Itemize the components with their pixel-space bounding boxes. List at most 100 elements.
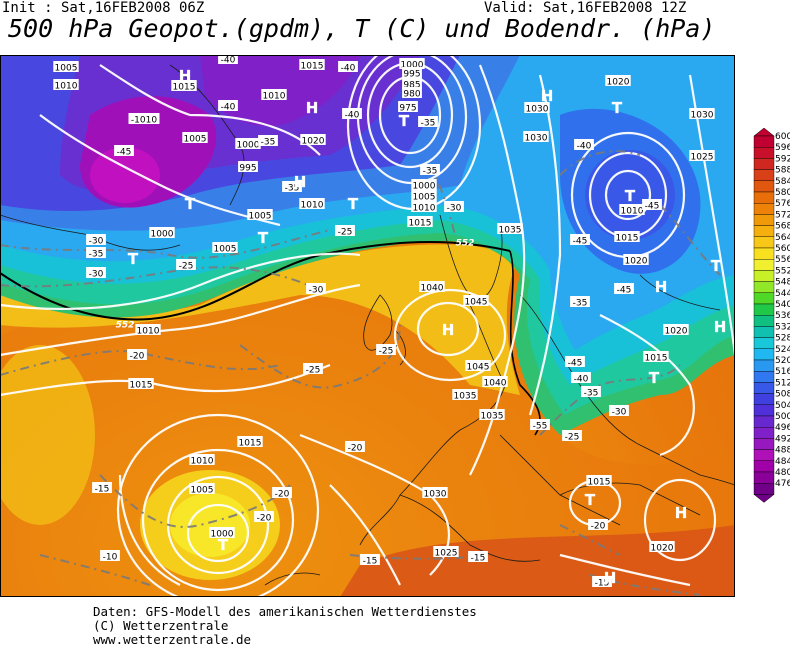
isobar-label: 1015 [237, 436, 263, 449]
scale-label: 592 [775, 154, 790, 164]
svg-text:552: 552 [456, 239, 475, 249]
svg-text:-35: -35 [285, 184, 300, 194]
isotherm-label: -45 [614, 283, 634, 296]
isobar-label: 1005 [182, 132, 208, 145]
isobar-label: 1030 [689, 108, 715, 121]
isobar-label: 1045 [463, 295, 489, 308]
scale-swatch [753, 382, 775, 394]
svg-text:1025: 1025 [691, 153, 714, 163]
isotherm-label: -35 [570, 296, 590, 309]
isotherm-label: -55 [530, 419, 550, 432]
init-time: Init : Sat,16FEB2008 06Z [2, 0, 205, 16]
svg-text:1035: 1035 [499, 226, 522, 236]
isotherm-label: -30 [609, 405, 629, 418]
scale-swatch [753, 258, 775, 271]
scale-label: 552 [775, 266, 790, 276]
scale-label: 528 [775, 334, 790, 344]
isotherms [0, 150, 721, 596]
isotherm-label: -40 [574, 139, 594, 152]
isobar-label: -1010 [128, 113, 160, 126]
svg-text:1005: 1005 [184, 135, 207, 145]
isobar-label: 1005 [212, 242, 238, 255]
svg-text:1020: 1020 [607, 78, 630, 88]
svg-text:-25: -25 [179, 262, 194, 272]
low-pressure-marker: T [185, 195, 196, 213]
isotherm-label: -45 [565, 356, 585, 369]
isobar-label: 1020 [649, 541, 675, 554]
svg-text:-20: -20 [591, 522, 606, 532]
low-pressure-marker: T [585, 491, 596, 509]
isotherm-label: -30 [306, 283, 326, 296]
footer-website: www.wetterzentrale.de [93, 632, 252, 647]
scale-swatch [753, 247, 775, 260]
scale-swatch [753, 449, 775, 462]
svg-text:1005: 1005 [413, 193, 436, 203]
svg-text:995: 995 [403, 70, 420, 80]
isotherm-label: -35 [581, 386, 601, 399]
svg-text:1015: 1015 [616, 234, 639, 244]
isobar-label: 1010 [189, 454, 215, 467]
isotherm-label: -20 [127, 349, 147, 362]
scale-label: 500 [775, 412, 790, 422]
scale-label: 560 [775, 244, 790, 254]
isotherm-label: -25 [303, 363, 323, 376]
svg-text:-35: -35 [584, 389, 599, 399]
scale-label: 544 [775, 289, 790, 299]
low-pressure-marker: T [612, 99, 623, 117]
isobar-label: 1020 [623, 254, 649, 267]
southeast-red [340, 525, 735, 597]
svg-text:1015: 1015 [239, 439, 262, 449]
isobar-label: 1030 [422, 487, 448, 500]
scale-label: 540 [775, 300, 790, 310]
isotherm-label: -35 [418, 116, 438, 129]
height-labels: 552 552 [116, 239, 475, 331]
svg-text:1020: 1020 [302, 137, 325, 147]
isobar-label: 1015 [299, 59, 325, 72]
svg-text:-35: -35 [89, 250, 104, 260]
height-label: 552 [116, 321, 135, 331]
svg-text:-15: -15 [595, 579, 610, 589]
svg-text:1030: 1030 [525, 134, 548, 144]
scale-bottom-arrow [753, 494, 775, 503]
svg-text:-15: -15 [363, 557, 378, 567]
svg-text:1015: 1015 [173, 83, 196, 93]
svg-text:980: 980 [403, 90, 420, 100]
svg-text:1000: 1000 [401, 61, 424, 71]
scale-label: 572 [775, 210, 790, 220]
svg-text:-30: -30 [89, 270, 104, 280]
svg-text:-45: -45 [645, 202, 660, 212]
scale-swatch [753, 169, 775, 181]
scale-swatch [753, 270, 775, 282]
svg-text:-35: -35 [573, 299, 588, 309]
isobar-label: 1005 [247, 209, 273, 222]
scale-top-arrow [753, 128, 775, 137]
isobar-label: 995 [238, 161, 258, 174]
scale-label: 600 [775, 132, 790, 142]
svg-text:1020: 1020 [651, 544, 674, 554]
isotherm-label: -20 [272, 487, 292, 500]
isobar-label: 1005 [189, 483, 215, 496]
scale-swatch [753, 303, 775, 316]
scale-label: 520 [775, 356, 790, 366]
isobar-label: 1015 [643, 351, 669, 364]
high-pressure-marker: H [294, 173, 307, 191]
isotherm-label: -40 [342, 108, 362, 121]
scale-swatch [753, 359, 775, 372]
isobar-label: 1030 [524, 102, 550, 115]
scale-swatch [753, 281, 775, 294]
isobar-label: 1010 [411, 201, 437, 214]
isotherm-label: -20 [345, 441, 365, 454]
svg-text:1030: 1030 [691, 111, 714, 121]
scale-label: 580 [775, 188, 790, 198]
svg-text:-40: -40 [577, 142, 592, 152]
isobar-label: 1035 [479, 409, 505, 422]
isotherm-label: -40 [571, 372, 591, 385]
isobar-label: 1010 [261, 89, 287, 102]
isotherm-label: -35 [282, 181, 302, 194]
svg-text:1010: 1010 [301, 201, 324, 211]
isobar-label: 980 [402, 87, 422, 100]
svg-text:1005: 1005 [191, 486, 214, 496]
scale-label: 576 [775, 199, 790, 209]
